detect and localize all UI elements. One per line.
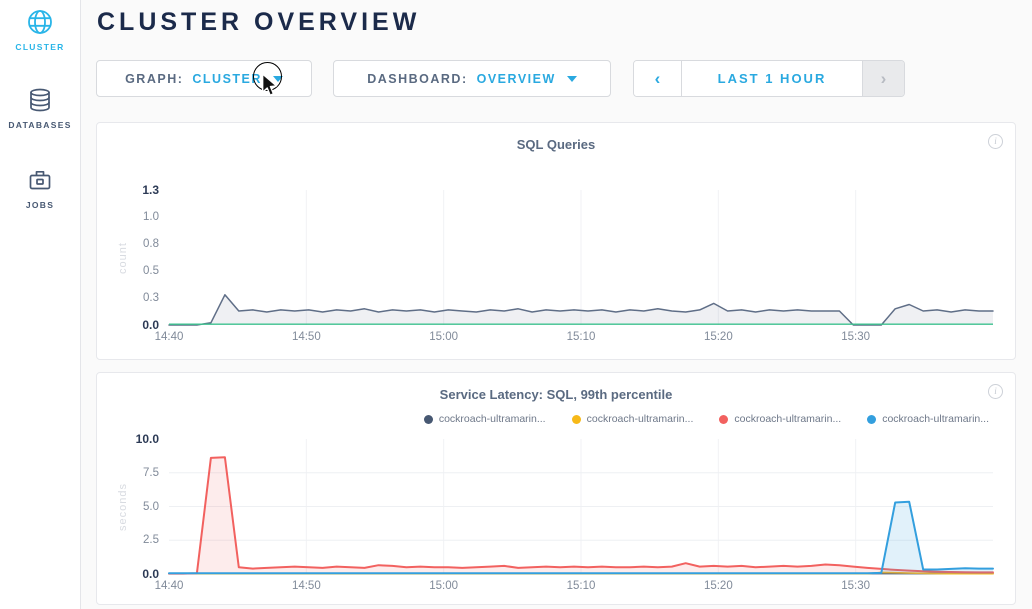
- legend-item[interactable]: cockroach-ultramarin...: [423, 413, 546, 425]
- y-axis-tick: 1.0: [143, 211, 159, 223]
- x-axis-tick: 15:20: [703, 580, 733, 592]
- sql-queries-plot[interactable]: [168, 190, 994, 326]
- legend-dot-icon: [423, 414, 433, 424]
- y-axis-tick: 1.3: [142, 183, 159, 197]
- legend-dot-icon: [719, 414, 729, 424]
- dashboard-dropdown-label: DASHBOARD:: [367, 71, 468, 86]
- info-icon[interactable]: i: [988, 384, 1003, 399]
- sidebar: CLUSTER DATABASES JOBS: [0, 0, 81, 609]
- databases-icon: [30, 88, 50, 112]
- sidebar-item-jobs[interactable]: JOBS: [0, 166, 80, 210]
- sidebar-item-label: CLUSTER: [15, 42, 65, 52]
- y-axis-tick: 0.5: [143, 265, 159, 277]
- legend-label: cockroach-ultramarin...: [438, 413, 546, 425]
- chevron-down-icon: [566, 75, 577, 82]
- chart-title: SQL Queries: [516, 137, 596, 152]
- info-icon[interactable]: i: [988, 134, 1003, 149]
- y-axis-label: seconds: [117, 482, 129, 531]
- y-axis-tick: 0.0: [142, 318, 159, 332]
- sidebar-item-label: JOBS: [25, 200, 55, 210]
- x-axis-tick: 14:50: [291, 580, 321, 592]
- x-axis-tick: 14:50: [291, 331, 321, 343]
- service-latency-plot[interactable]: [168, 439, 994, 575]
- sidebar-item-databases[interactable]: DATABASES: [0, 86, 80, 130]
- globe-icon: [28, 10, 52, 34]
- sql-queries-card: SQL Queries i count 0.0 0.3 0.5 0.8 1.0 1.3 14…: [96, 122, 1016, 360]
- y-axis-tick: 0.0: [142, 567, 159, 581]
- y-axis-label: count: [117, 241, 129, 274]
- next-time-button[interactable]: ›: [862, 61, 904, 96]
- y-axis-tick: 2.5: [143, 534, 159, 547]
- y-axis-tick: 5.0: [143, 500, 159, 513]
- chart-title: Service Latency: SQL, 99th percentile: [439, 387, 673, 402]
- sidebar-item-cluster[interactable]: CLUSTER: [0, 8, 80, 52]
- x-axis-tick: 15:30: [841, 331, 871, 343]
- time-window-selector: ‹ LAST 1 HOUR ›: [633, 60, 905, 97]
- x-axis-tick: 15:10: [566, 331, 596, 343]
- prev-time-button[interactable]: ‹: [634, 61, 682, 96]
- y-axis-tick: 0.3: [143, 292, 159, 304]
- graph-dropdown-label: GRAPH:: [125, 71, 184, 86]
- sql-queries-chart: count 0.0 0.3 0.5 0.8 1.0 1.3 14:40 14:50 15:00 1…: [117, 183, 994, 343]
- x-axis-tick: 15:00: [429, 580, 459, 592]
- x-axis-tick: 15:20: [703, 331, 733, 343]
- y-axis-tick: 10.0: [135, 432, 159, 446]
- x-axis-tick: 15:00: [429, 331, 459, 343]
- legend-dot-icon: [867, 414, 877, 424]
- click-indicator-circle: [253, 62, 282, 91]
- x-axis-tick: 14:40: [154, 580, 184, 592]
- briefcase-icon: [29, 170, 51, 190]
- y-axis-tick: 7.5: [143, 466, 159, 479]
- legend-label: cockroach-ultramarin...: [882, 413, 989, 425]
- legend-item[interactable]: cockroach-ultramarin...: [571, 413, 694, 425]
- dashboard-dropdown-value: OVERVIEW: [476, 71, 556, 86]
- legend-dot-icon: [571, 414, 581, 424]
- service-latency-card: Service Latency: SQL, 99th percentile i …: [96, 372, 1016, 605]
- page-title: CLUSTER OVERVIEW: [97, 8, 421, 36]
- legend-item[interactable]: cockroach-ultramarin...: [867, 413, 989, 425]
- y-axis-tick: 0.8: [143, 238, 159, 250]
- x-axis-tick: 15:10: [566, 580, 596, 592]
- legend-label: cockroach-ultramarin...: [734, 413, 842, 425]
- sidebar-item-label: DATABASES: [8, 120, 72, 130]
- dashboard-dropdown[interactable]: DASHBOARD: OVERVIEW: [333, 60, 611, 97]
- graph-dropdown-value: CLUSTER: [192, 71, 262, 86]
- x-axis-tick: 14:40: [154, 331, 184, 343]
- legend-item[interactable]: cockroach-ultramarin...: [719, 413, 841, 425]
- service-latency-chart: seconds 0.0 2.5 5.0 7.5 10.0 14:40 14:50 15:00 1…: [117, 432, 994, 592]
- time-window-label: LAST 1 HOUR: [717, 71, 827, 86]
- x-axis-tick: 15:30: [841, 580, 871, 592]
- mouse-cursor-icon: [262, 73, 278, 96]
- legend-label: cockroach-ultramarin...: [586, 413, 694, 425]
- chart-legend: cockroach-ultramarin... cockroach-ultrama…: [423, 413, 989, 425]
